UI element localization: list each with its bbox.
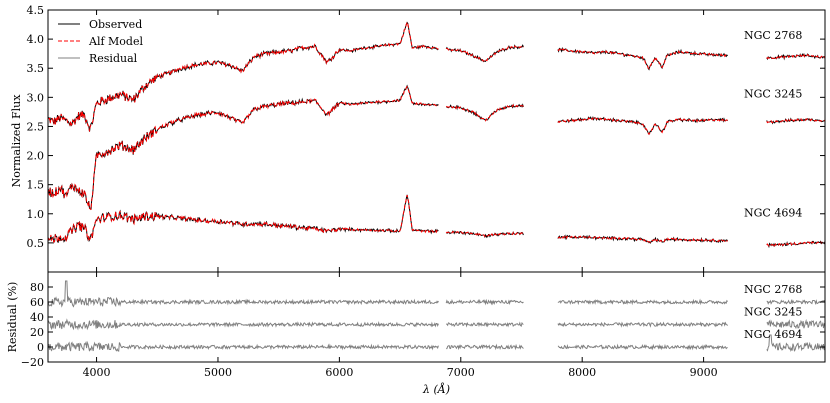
x-tick-label: 6000 bbox=[325, 366, 353, 379]
galaxy-label-bottom-0: NGC 2768 bbox=[744, 283, 802, 296]
y-tick-label-res: 0 bbox=[37, 341, 44, 354]
y-tick-label: 2.0 bbox=[27, 150, 45, 163]
y-tick-label: 0.5 bbox=[27, 237, 45, 250]
model-line-1 bbox=[47, 85, 826, 211]
residual-line-2 bbox=[47, 334, 826, 353]
y-tick-label-res: 80 bbox=[30, 281, 44, 294]
y-tick-label: 3.0 bbox=[27, 91, 45, 104]
y-tick-label-res: −20 bbox=[21, 356, 44, 369]
x-tick-label: 8000 bbox=[568, 366, 596, 379]
x-tick-label: 7000 bbox=[447, 366, 475, 379]
y-tick-label-res: 60 bbox=[30, 296, 44, 309]
galaxy-label-bottom-2: NGC 4694 bbox=[744, 328, 802, 341]
residual-line-1 bbox=[47, 318, 826, 331]
observed-line-2 bbox=[47, 194, 826, 249]
spectra-panel: NGC 2768 NGC 3245 NGC 4694 0.5 1.0 1.5 2.0 2.5 3… bbox=[10, 4, 826, 273]
y-axis-label-res: Residual (%) bbox=[6, 282, 19, 353]
y-tick-label: 1.0 bbox=[27, 208, 45, 221]
legend: Observed Alf Model Residual bbox=[58, 18, 143, 65]
y-tick-label: 3.5 bbox=[27, 62, 45, 75]
y-axis-label: Normalized Flux bbox=[10, 94, 23, 188]
y-tick-label: 2.5 bbox=[27, 120, 45, 133]
residual-panel: NGC 2768 NGC 3245 NGC 4694 −20 0 20 40 60 80 4000… bbox=[6, 271, 826, 396]
galaxy-label-top-2: NGC 4694 bbox=[744, 207, 802, 220]
observed-line-1 bbox=[47, 84, 826, 210]
legend-label-1: Alf Model bbox=[88, 35, 143, 48]
x-axis-label: λ (Å) bbox=[422, 382, 450, 396]
y-tick-label-res: 20 bbox=[30, 326, 44, 339]
galaxy-label-top-0: NGC 2768 bbox=[744, 29, 802, 42]
y-tick-label: 4.0 bbox=[27, 33, 45, 46]
legend-label-0: Observed bbox=[89, 18, 142, 31]
x-tick-label: 5000 bbox=[204, 366, 232, 379]
x-tick-label: 4000 bbox=[83, 366, 111, 379]
y-tick-label-res: 40 bbox=[30, 311, 44, 324]
y-tick-label: 1.5 bbox=[27, 179, 45, 192]
galaxy-label-top-1: NGC 3245 bbox=[744, 87, 802, 100]
x-tick-label: 9000 bbox=[690, 366, 718, 379]
legend-label-2: Residual bbox=[89, 52, 138, 65]
residual-frame bbox=[47, 271, 826, 363]
y-tick-label: 4.5 bbox=[27, 4, 45, 17]
galaxy-label-bottom-1: NGC 3245 bbox=[744, 306, 802, 319]
model-line-0 bbox=[47, 20, 826, 132]
observed-line-0 bbox=[47, 21, 826, 132]
residual-line-0 bbox=[47, 280, 826, 308]
model-line-2 bbox=[47, 194, 826, 247]
